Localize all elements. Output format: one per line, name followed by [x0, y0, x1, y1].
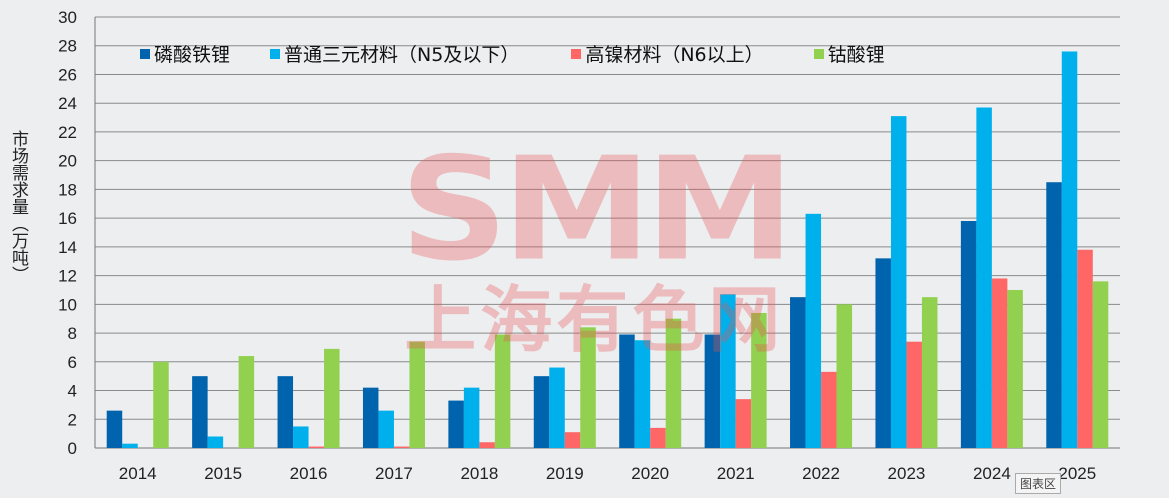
- y-tick-label: 6: [68, 353, 77, 372]
- bar: [650, 427, 666, 448]
- x-tick-label: 2014: [119, 464, 157, 483]
- bar: [1092, 281, 1109, 448]
- bar: [960, 221, 977, 448]
- legend-label: 普通三元材料（N5及以下）: [284, 44, 520, 66]
- y-tick-label: 4: [68, 382, 77, 401]
- bar: [463, 387, 480, 448]
- bar: [921, 297, 938, 448]
- bar: [207, 436, 224, 448]
- bar: [324, 348, 340, 448]
- y-tick-label: 2: [68, 410, 77, 429]
- bar: [238, 356, 255, 448]
- bar: [378, 410, 394, 448]
- legend: 磷酸铁锂 普通三元材料（N5及以下） 高镍材料（N6以上） 钴酸锂: [140, 40, 925, 67]
- y-tick-label: 0: [68, 439, 77, 458]
- legend-label: 磷酸铁锂: [154, 44, 231, 66]
- x-tick-label: 2022: [802, 464, 840, 483]
- bar: [976, 107, 992, 448]
- bar: [720, 294, 736, 448]
- bar: [619, 334, 635, 448]
- bar: [494, 334, 511, 448]
- legend-swatch: [571, 48, 582, 59]
- x-tick-label: 2020: [631, 464, 669, 483]
- bar: [665, 318, 682, 448]
- bar: [735, 399, 752, 448]
- bar: [106, 410, 123, 448]
- bar: [1061, 51, 1078, 448]
- x-tick-label: 2016: [290, 464, 328, 483]
- x-tick-label: 2024: [973, 464, 1011, 483]
- bar: [704, 334, 721, 448]
- y-tick-label: 16: [58, 209, 77, 228]
- bar: [1007, 289, 1023, 448]
- y-tick-label: 22: [58, 123, 77, 142]
- legend-label: 钴酸锂: [827, 44, 885, 66]
- legend-item: 钴酸锂: [813, 40, 885, 67]
- bar: [448, 400, 464, 448]
- bar: [409, 341, 425, 448]
- bar: [1046, 182, 1062, 448]
- y-tick-label: 18: [58, 180, 77, 199]
- bar: [634, 340, 651, 448]
- x-tick-label: 2017: [375, 464, 413, 483]
- x-tick-label: 2023: [888, 464, 926, 483]
- y-tick-label: 10: [58, 295, 77, 314]
- y-tick-label: 28: [58, 37, 77, 56]
- bar: [192, 376, 208, 448]
- bar: [906, 341, 922, 448]
- y-tick-label: 14: [58, 238, 77, 257]
- bar: [1077, 249, 1093, 448]
- y-tick-label: 26: [58, 65, 77, 84]
- bar: [153, 361, 169, 448]
- bar: [875, 258, 891, 448]
- bar: [991, 278, 1008, 448]
- bar: [533, 376, 550, 448]
- bar: [805, 213, 822, 448]
- legend-swatch: [140, 48, 150, 59]
- bar: [836, 304, 853, 448]
- y-tick-label: 8: [68, 324, 77, 343]
- bar: [564, 432, 581, 448]
- bar: [751, 312, 767, 448]
- legend-swatch: [270, 48, 281, 59]
- y-tick-label: 20: [58, 152, 77, 171]
- bar: [308, 446, 325, 448]
- legend-label: 高镍材料（N6以上）: [585, 44, 764, 66]
- bar: [479, 442, 495, 448]
- legend-swatch: [813, 48, 824, 59]
- x-tick-label: 2019: [546, 464, 584, 483]
- bar: [890, 116, 907, 448]
- y-tick-label: 30: [58, 8, 77, 27]
- legend-item: 高镍材料（N6以上）: [571, 40, 764, 67]
- bar: [393, 446, 410, 448]
- bar: [122, 443, 138, 448]
- bar: [362, 387, 379, 448]
- x-tick-label: 2025: [1058, 464, 1096, 483]
- y-axis-label: 市场需求量（万吨）: [8, 130, 28, 283]
- legend-item: 普通三元材料（N5及以下）: [270, 40, 519, 67]
- x-tick-label: 2021: [717, 464, 755, 483]
- x-tick-label: 2018: [460, 464, 498, 483]
- bar: [293, 426, 309, 448]
- bar: [277, 376, 294, 448]
- legend-item: 磷酸铁锂: [140, 40, 230, 67]
- bar: [549, 367, 565, 448]
- bar: [821, 371, 837, 448]
- chart-area-tooltip: 图表区: [1015, 473, 1062, 494]
- y-tick-label: 12: [58, 267, 77, 286]
- y-tick-label: 24: [58, 94, 77, 113]
- x-tick-label: 2015: [204, 464, 242, 483]
- bar: [790, 297, 806, 448]
- bar: [580, 327, 596, 448]
